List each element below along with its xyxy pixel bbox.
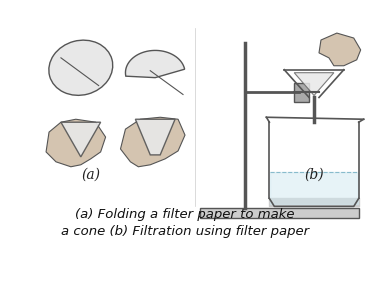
Ellipse shape	[49, 40, 113, 95]
Text: (a): (a)	[81, 168, 100, 182]
Text: a cone (b) Filtration using filter paper: a cone (b) Filtration using filter paper	[61, 225, 309, 238]
Text: (a) Folding a filter paper to make: (a) Folding a filter paper to make	[75, 208, 295, 221]
Polygon shape	[46, 119, 106, 167]
Polygon shape	[319, 33, 361, 66]
Polygon shape	[135, 119, 175, 155]
Polygon shape	[125, 51, 185, 78]
Polygon shape	[61, 122, 101, 157]
Polygon shape	[121, 117, 185, 167]
Polygon shape	[294, 73, 334, 96]
Polygon shape	[294, 83, 309, 102]
Text: (b): (b)	[304, 168, 324, 182]
Polygon shape	[200, 208, 359, 218]
